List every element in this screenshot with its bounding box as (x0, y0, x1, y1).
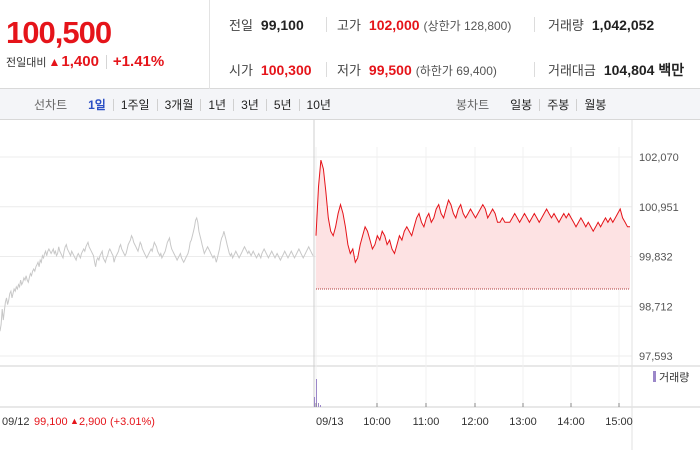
current-price: 100,500 (6, 15, 112, 50)
line-chart-title: 선차트 (34, 98, 68, 112)
tab-1-week[interactable]: 1주일 (112, 98, 157, 111)
x-tick-label: 13:00 (509, 416, 537, 428)
y-tick-label: 98,712 (639, 301, 673, 313)
change-rate: +1.41% (112, 53, 165, 70)
x-tick-label: 11:00 (413, 416, 440, 428)
volume-bar (314, 397, 315, 407)
change-label: 전일대비 (6, 56, 47, 69)
low-label: 저가 (337, 63, 361, 78)
prev-day-change: 2,900 (79, 416, 107, 428)
x-tick-label: 12:00 (461, 416, 489, 428)
volume-bar (316, 379, 317, 407)
turnover-label: 거래대금 (548, 63, 596, 78)
up-triangle-icon: ▲ (70, 416, 79, 426)
today-area-fill (316, 160, 630, 289)
today-price-line (315, 159, 630, 264)
y-tick-label: 100,951 (639, 202, 679, 214)
prev-close-value: 99,100 (260, 17, 304, 33)
divider (534, 62, 535, 77)
high-value: 102,000 (368, 17, 420, 33)
volume-bar (320, 405, 321, 407)
prev-day-series (0, 216, 314, 332)
prev-day-close: 99,100 (34, 416, 68, 428)
change-line: 전일대비 ▲ 1,400 +1.41% (6, 53, 164, 70)
open-label: 시가 (229, 63, 253, 78)
tab-5-years[interactable]: 5년 (265, 98, 299, 111)
prev-day-line (0, 216, 314, 332)
candle-chart-title: 봉차트 (456, 98, 490, 112)
volume-legend-label: 거래량 (659, 371, 689, 384)
tab-3-months[interactable]: 3개월 (156, 98, 201, 111)
turnover-value: 104,804 백만 (603, 62, 685, 78)
x-tick-label: 09/13 (316, 416, 344, 428)
y-tick-label: 99,832 (639, 252, 673, 264)
open-value: 100,300 (260, 62, 312, 78)
y-axis: 102,070 100,951 99,832 98,712 97,593 (639, 152, 679, 363)
y-tick-label: 97,593 (639, 351, 673, 363)
low-value: 99,500 (368, 62, 412, 78)
turnover-stat: 거래대금 104,804 백만 (548, 60, 684, 80)
x-tick-label: 14:00 (557, 416, 585, 428)
tab-weekly-candle[interactable]: 주봉 (539, 98, 576, 111)
today-series (315, 159, 630, 290)
x-tick-label: 10:00 (363, 416, 391, 428)
divider (105, 54, 107, 69)
low-stat: 저가 99,500 (하한가 69,400) (337, 60, 497, 79)
tab-1-day[interactable]: 1일 (88, 97, 106, 112)
upper-limit: (상한가 128,800) (423, 19, 512, 33)
volume-stat: 거래량 1,042,052 (548, 15, 654, 34)
prev-day-rate: (+3.01%) (110, 416, 155, 428)
intraday-price-chart[interactable]: 102,070 100,951 99,832 98,712 97,593 거래량 09/… (0, 120, 700, 450)
up-triangle-icon: ▲ (48, 54, 61, 69)
candle-chart-tabs: 봉차트 일봉 주봉 월봉 (456, 96, 613, 113)
line-chart-tabs: 선차트 1일 1주일 3개월 1년 3년 5년 10년 (34, 96, 338, 113)
x-axis: 09/12 99,100 ▲ 2,900 (+3.01%) 09/13 10:00… (2, 403, 633, 428)
tab-daily-candle[interactable]: 일봉 (510, 97, 533, 112)
divider (326, 62, 327, 77)
y-tick-label: 102,070 (639, 152, 679, 164)
volume-bar (318, 403, 319, 407)
volume-panel: 거래량 (314, 371, 689, 407)
open-stat: 시가 100,300 (229, 60, 312, 79)
tab-3-years[interactable]: 3년 (233, 98, 266, 111)
high-stat: 고가 102,000 (상한가 128,800) (337, 15, 511, 34)
prev-close-label: 전일 (229, 18, 253, 33)
tab-1-year[interactable]: 1년 (200, 98, 233, 111)
high-label: 고가 (337, 18, 361, 33)
x-tick-label: 09/12 (2, 416, 30, 428)
tab-10-years[interactable]: 10년 (298, 98, 338, 111)
volume-label: 거래량 (548, 18, 584, 33)
x-tick-label: 15:00 (605, 416, 633, 428)
prev-close-stat: 전일 99,100 (229, 15, 304, 34)
lower-limit: (하한가 69,400) (415, 64, 497, 78)
change-amount: 1,400 (61, 53, 99, 70)
current-price-block: 100,500 전일대비 ▲ 1,400 +1.41% (0, 0, 210, 89)
volume-legend-swatch (653, 371, 656, 382)
chart-period-tabbar: 선차트 1일 1주일 3개월 1년 3년 5년 10년 봉차트 일봉 주봉 월봉 (0, 89, 700, 120)
volume-value: 1,042,052 (591, 17, 655, 33)
divider (534, 17, 535, 32)
divider (326, 17, 327, 32)
price-summary: 100,500 전일대비 ▲ 1,400 +1.41% 전일 99,100 고가 1… (0, 0, 700, 89)
tab-monthly-candle[interactable]: 월봉 (576, 98, 613, 111)
